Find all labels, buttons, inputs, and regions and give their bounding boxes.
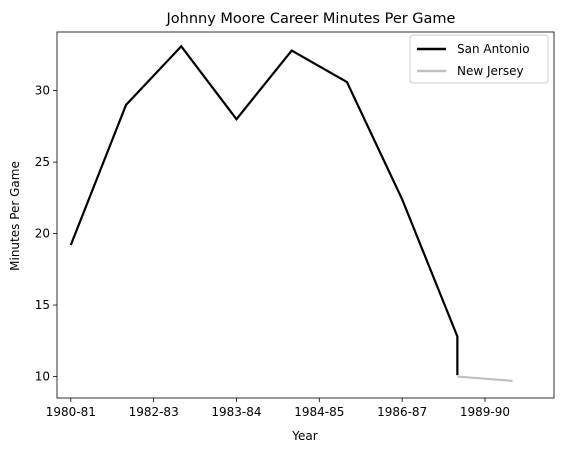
x-tick-label: 1986-87: [377, 405, 427, 419]
x-tick-label: 1983-84: [211, 405, 261, 419]
plot-area: 1980-81 1982-83 1983-84 1984-85 1986-87 1989-…: [35, 31, 555, 419]
y-tick-label: 20: [35, 227, 50, 241]
x-axis-label: Year: [291, 429, 317, 443]
y-tick-label: 15: [35, 298, 50, 312]
legend: San Antonio New Jersey: [409, 34, 549, 84]
y-tick-label: 10: [35, 370, 50, 384]
legend-label-new-jersey: New Jersey: [457, 64, 524, 78]
y-tick-label: 25: [35, 155, 50, 169]
x-tick-label: 1982-83: [129, 405, 179, 419]
y-tick-label: 30: [35, 84, 50, 98]
x-tick-label: 1989-90: [460, 405, 510, 419]
x-tick-label: 1980-81: [46, 405, 96, 419]
chart-title: Johnny Moore Career Minutes Per Game: [166, 11, 456, 27]
legend-label-san-antonio: San Antonio: [457, 42, 530, 56]
y-axis-label: Minutes Per Game: [8, 161, 22, 271]
x-tick-label: 1984-85: [294, 405, 344, 419]
series-layer: [69, 44, 513, 382]
series-line-san-antonio: [69, 44, 459, 376]
y-axis-ticks: 10 15 20 25 30: [35, 84, 57, 384]
x-axis-ticks: 1980-81 1982-83 1983-84 1984-85 1986-87 1989-…: [46, 398, 510, 419]
plot-frame: [56, 31, 555, 399]
series-line-new-jersey: [457, 375, 513, 382]
